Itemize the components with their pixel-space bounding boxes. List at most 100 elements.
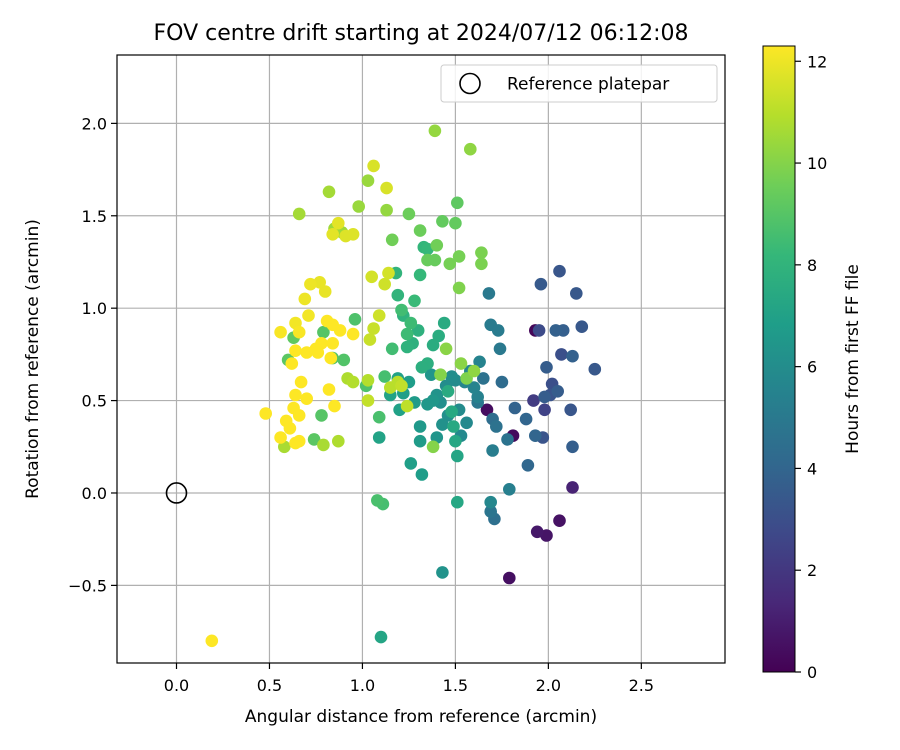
scatter-point	[372, 309, 386, 322]
scatter-point	[426, 440, 440, 454]
scatter-point	[413, 268, 427, 282]
scatter-point	[490, 420, 503, 433]
scatter-point	[447, 420, 460, 433]
scatter-point	[570, 287, 583, 300]
x-tick-label: 1.0	[350, 676, 375, 695]
x-tick-label: 2.5	[629, 676, 654, 695]
scatter-point	[445, 370, 459, 383]
x-tick-label: 0.5	[257, 676, 282, 695]
scatter-point	[413, 224, 427, 237]
scatter-point	[361, 174, 375, 187]
legend-box	[440, 64, 718, 103]
colorbar-tick-label: 10	[807, 154, 827, 173]
scatter-point	[385, 342, 399, 356]
colorbar-tick-label: 2	[807, 561, 817, 580]
scatter-point	[346, 375, 360, 389]
scatter-point	[491, 324, 505, 337]
colorbar-tick-label: 4	[807, 459, 817, 478]
scatter-point	[328, 399, 341, 413]
y-tick-label: 0.0	[82, 484, 107, 503]
scatter-point	[415, 468, 429, 481]
scatter-point	[421, 398, 434, 411]
axis-ticks: 0.0 0.5 1.0 1.5 2.0 2.5 −0.5 0.0 0.5 1.0 1.5 2.0	[68, 114, 654, 695]
scatter-point	[449, 216, 462, 230]
scatter-point	[415, 361, 429, 374]
scatter-point	[300, 392, 314, 406]
scatter-point	[424, 368, 438, 382]
y-tick-label: 0.5	[82, 392, 107, 411]
scatter-point	[315, 409, 328, 422]
scatter-point	[317, 325, 330, 339]
scatter-point	[467, 381, 481, 394]
chart-title: FOV centre drift starting at 2024/07/12 …	[154, 21, 689, 46]
scatter-point	[408, 294, 421, 308]
scatter-point	[432, 329, 446, 343]
scatter-point	[477, 372, 490, 385]
y-tick-label: 1.0	[82, 299, 107, 318]
scatter-point	[503, 571, 516, 585]
scatter-point	[289, 344, 302, 358]
scatter-point	[400, 340, 414, 354]
scatter-point	[324, 351, 338, 365]
scatter-point	[300, 346, 314, 359]
scatter-point	[553, 514, 566, 527]
scatter-point	[549, 324, 563, 337]
scatter-point	[326, 318, 340, 332]
colorbar-gradient	[762, 45, 796, 673]
scatter-point	[503, 483, 516, 496]
scatter-point	[292, 325, 306, 339]
legend-marker-icon	[459, 72, 481, 95]
scatter-point	[332, 434, 345, 448]
scatter-point	[538, 403, 551, 417]
scatter-point	[372, 410, 386, 424]
scatter-point	[391, 288, 405, 302]
scatter-point	[378, 370, 392, 383]
y-tick-label: 2.0	[82, 114, 107, 133]
scatter-point	[382, 266, 395, 280]
scatter-point	[400, 399, 414, 413]
scatter-point	[380, 203, 393, 217]
scatter-points	[205, 124, 602, 648]
scatter-point	[352, 200, 366, 213]
scatter-point	[337, 353, 351, 367]
scatter-point	[436, 215, 449, 228]
scatter-point	[385, 233, 399, 247]
scatter-point	[486, 444, 499, 457]
scatter-point	[298, 292, 312, 306]
scatter-point	[400, 327, 414, 341]
scatter-point	[283, 422, 297, 435]
scatter-point	[464, 142, 477, 156]
scatter-point	[421, 253, 434, 267]
scatter-point	[534, 277, 548, 291]
scatter-point	[441, 385, 455, 398]
scatter-point	[289, 436, 302, 450]
colorbar: 0 2 4 6 8 10 12 Hours from first FF file	[762, 45, 863, 682]
scatter-point	[482, 287, 496, 300]
scatter-point	[532, 324, 546, 337]
scatter-point	[566, 349, 579, 363]
legend: Reference platepar	[440, 64, 718, 103]
scatter-point	[292, 207, 306, 221]
scatter-point	[540, 361, 553, 374]
scatter-point	[508, 401, 522, 415]
scatter-point	[307, 433, 321, 446]
scatter-point	[564, 403, 577, 417]
scatter-point	[404, 457, 418, 470]
scatter-point	[346, 327, 360, 341]
scatter-point	[555, 348, 568, 361]
colorbar-tick-label: 12	[807, 52, 827, 71]
scatter-point	[302, 309, 315, 322]
scatter-point	[285, 357, 299, 370]
y-axis-label: Rotation from reference (arcmin)	[23, 219, 43, 499]
scatter-point	[332, 216, 345, 230]
x-tick-label: 1.5	[443, 676, 468, 695]
scatter-point	[521, 459, 535, 472]
scatter-point	[501, 433, 514, 446]
scatter-point	[436, 566, 449, 579]
x-axis-label: Angular distance from reference (arcmin)	[245, 707, 597, 727]
scatter-point	[460, 416, 473, 430]
scatter-point	[322, 185, 336, 199]
scatter-point	[318, 285, 332, 298]
scatter-point	[443, 257, 457, 271]
